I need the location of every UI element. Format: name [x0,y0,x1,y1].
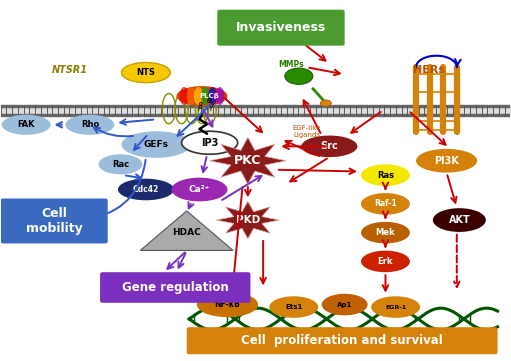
Text: Ets1: Ets1 [285,304,303,310]
Ellipse shape [122,131,191,158]
Text: HDAC: HDAC [172,228,201,237]
Text: γ: γ [208,101,213,110]
Text: Gene regulation: Gene regulation [122,281,228,294]
Ellipse shape [171,178,227,201]
Text: Cdc42: Cdc42 [133,185,159,194]
Ellipse shape [179,87,189,105]
Text: Ras: Ras [377,171,394,180]
Ellipse shape [2,115,51,135]
Ellipse shape [285,68,313,84]
FancyBboxPatch shape [187,327,498,354]
Ellipse shape [416,149,477,173]
Text: PKC: PKC [234,154,262,167]
Ellipse shape [269,296,318,318]
Text: Mek: Mek [376,228,396,237]
Ellipse shape [215,87,224,105]
Text: Erk: Erk [378,257,393,266]
Ellipse shape [118,179,174,200]
Polygon shape [210,137,286,184]
Ellipse shape [320,100,332,106]
Ellipse shape [197,292,258,317]
Ellipse shape [371,296,420,318]
FancyBboxPatch shape [100,272,250,303]
Text: β: β [197,101,202,110]
Ellipse shape [301,135,357,157]
Text: Src: Src [320,142,338,151]
Ellipse shape [322,294,367,316]
Text: Rac: Rac [112,160,129,169]
Ellipse shape [194,87,203,105]
Text: PLCβ: PLCβ [200,93,220,99]
Text: NTS: NTS [136,68,155,77]
Polygon shape [216,201,280,239]
Polygon shape [141,211,233,251]
Text: NTSR1: NTSR1 [52,65,88,75]
Ellipse shape [208,87,217,105]
Text: HERs: HERs [413,65,446,75]
Ellipse shape [99,154,143,174]
Ellipse shape [361,193,410,215]
Ellipse shape [361,251,410,272]
Text: EGF-like
Ligands: EGF-like Ligands [292,125,320,138]
Text: NF-κB: NF-κB [215,300,240,309]
Text: EGR-1: EGR-1 [385,305,406,310]
Text: Ap1: Ap1 [337,301,353,308]
Ellipse shape [361,222,410,243]
Text: Invasiveness: Invasiveness [236,21,326,34]
Ellipse shape [181,131,238,154]
Ellipse shape [361,164,410,186]
Text: AKT: AKT [449,215,470,225]
Ellipse shape [122,62,170,83]
Text: GEFs: GEFs [144,140,169,149]
Text: Ca²⁺: Ca²⁺ [189,185,210,194]
Ellipse shape [433,208,486,232]
FancyBboxPatch shape [1,199,108,243]
Ellipse shape [187,87,196,105]
Text: MMPs: MMPs [278,60,304,69]
Ellipse shape [176,86,227,106]
FancyBboxPatch shape [217,10,345,45]
Text: PKD: PKD [236,215,260,225]
Text: Cell
mobility: Cell mobility [26,207,83,235]
Text: PI3K: PI3K [434,156,459,166]
Text: IP3: IP3 [201,138,218,148]
Text: FAK: FAK [17,120,35,129]
Text: Raf-1: Raf-1 [374,199,397,208]
Text: α: α [207,96,212,105]
Ellipse shape [201,87,210,105]
Ellipse shape [65,115,114,135]
Text: Rho: Rho [81,120,99,129]
Text: Cell  proliferation and survival: Cell proliferation and survival [241,334,443,347]
